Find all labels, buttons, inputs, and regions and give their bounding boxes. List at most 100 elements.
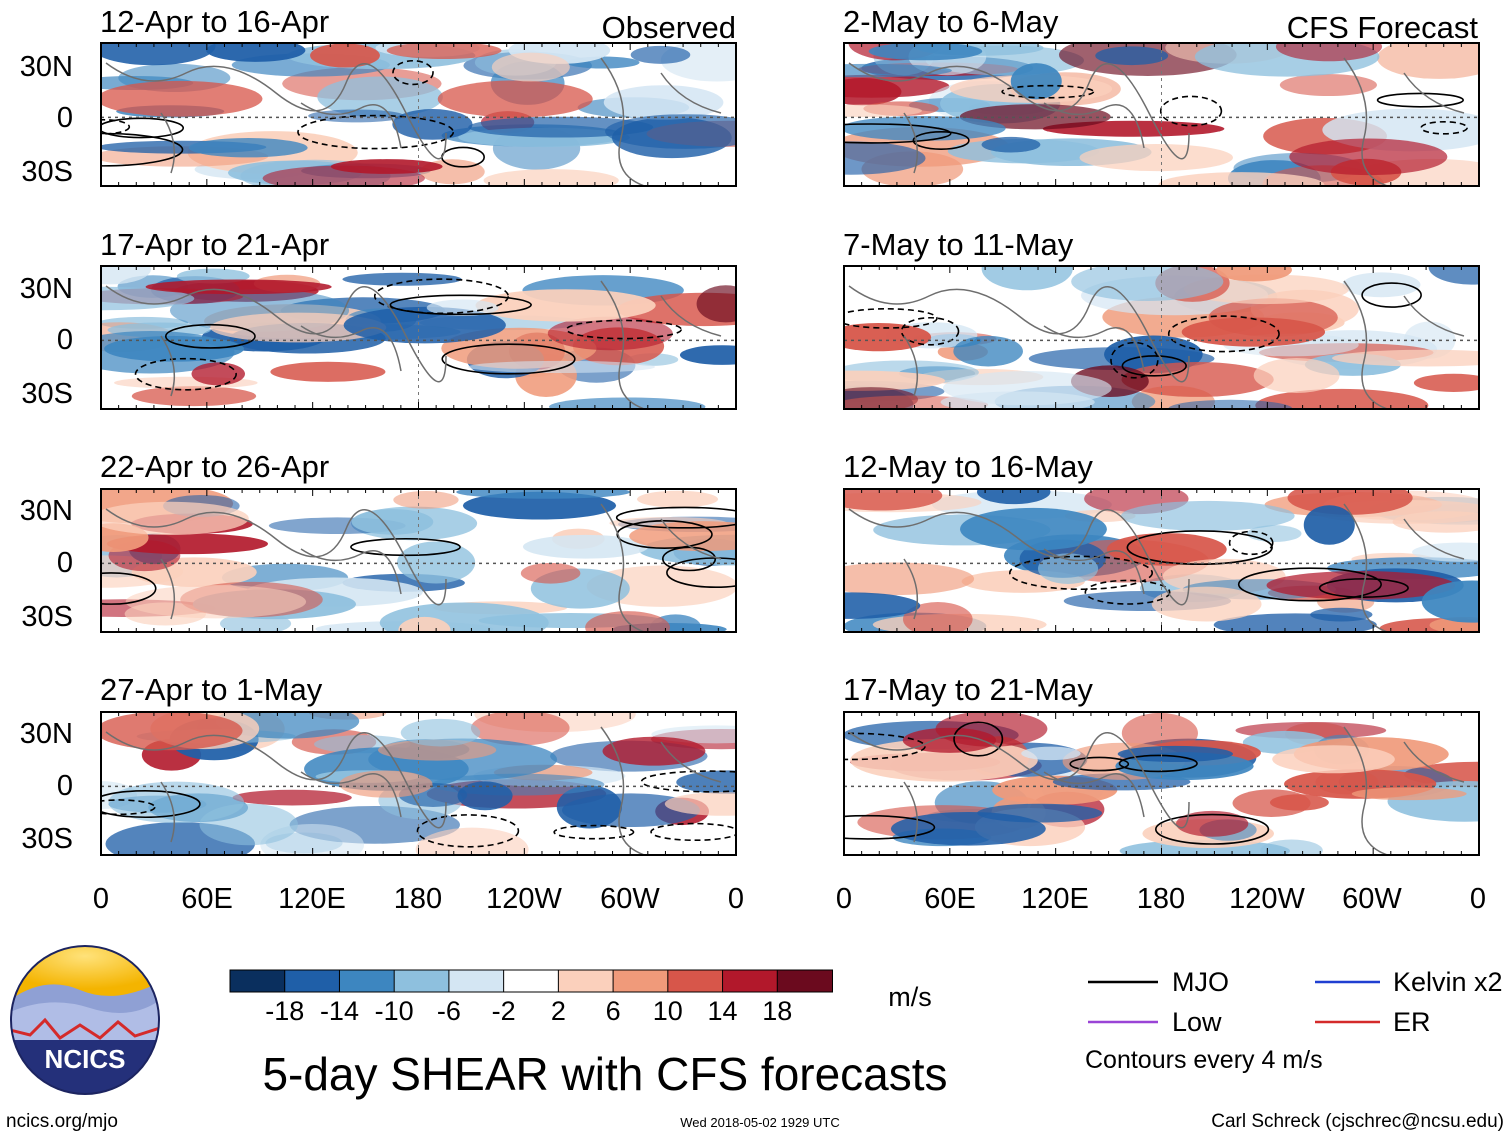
- footer-url: ncics.org/mjo: [6, 1111, 118, 1132]
- mjo-contour: [373, 278, 510, 315]
- units-label: m/s: [888, 982, 932, 1012]
- forecast-label: CFS Forecast: [1287, 10, 1479, 45]
- anomaly-patch: [664, 792, 736, 816]
- xtick-right-180: 180: [1137, 883, 1185, 915]
- coastline: [105, 280, 722, 409]
- anomaly-patch: [1095, 46, 1169, 66]
- map-panel-5: [843, 42, 1480, 187]
- anomaly-patch: [475, 289, 656, 322]
- anomaly-patch: [1021, 746, 1081, 761]
- xtick-right-60w: 60W: [1342, 883, 1402, 915]
- colorbar-swatch: [338, 969, 396, 993]
- map-panel-4: [100, 711, 737, 856]
- anomaly-patch: [1037, 553, 1099, 584]
- anomaly-patch: [603, 85, 724, 120]
- mjo-contour: [101, 118, 131, 135]
- anomaly-patch: [104, 335, 244, 362]
- footer-timestamp: Wed 2018-05-02 1929 UTC: [680, 1115, 839, 1130]
- anomaly-patch: [605, 114, 736, 149]
- anomaly-patch: [377, 739, 497, 761]
- anomaly-patch: [942, 371, 1112, 406]
- coastline: [848, 726, 1465, 855]
- mjo-contour: [844, 123, 952, 144]
- mjo-contour: [1420, 120, 1468, 135]
- anomaly-patch: [547, 316, 673, 351]
- mjo-contour: [1121, 355, 1187, 377]
- anomaly-patch: [1275, 43, 1383, 62]
- anomaly-patch: [1216, 266, 1292, 282]
- anomaly-patch: [491, 52, 570, 82]
- anomaly-patch: [522, 534, 649, 559]
- panel-title-obs-1: 12-Apr to 16-Apr: [100, 4, 329, 39]
- x-axis-left: 0 60E 120E 180 120W 60W 0: [93, 883, 744, 915]
- anomaly-patch: [844, 562, 975, 596]
- anomaly-patch: [191, 362, 245, 386]
- mjo-contour: [844, 308, 938, 329]
- mjo-contour: [912, 130, 970, 150]
- mjo-contour: [101, 789, 201, 819]
- ytick-p2-30n: 30N: [20, 273, 73, 305]
- mjo-contour: [1001, 84, 1095, 99]
- mjo-contour: [1376, 92, 1464, 108]
- panel-title-fc-4: 17-May to 21-May: [843, 672, 1093, 707]
- mjo-contour: [1361, 282, 1422, 308]
- anomaly-patch: [343, 306, 506, 344]
- mjo-contour: [616, 520, 713, 549]
- mjo-contour: [565, 319, 683, 340]
- map-panel-2: [100, 265, 737, 410]
- wave-legend: MJO Kelvin x2 Low ER Contours every 4 m/…: [1085, 967, 1503, 1074]
- anomaly-patch: [1106, 533, 1227, 566]
- colorbar-swatch: [612, 969, 669, 993]
- anomaly-patch: [1255, 388, 1429, 409]
- anomaly-patch: [1181, 317, 1326, 347]
- mjo-contour: [1228, 530, 1274, 556]
- anomaly-patch: [101, 80, 263, 117]
- anomaly-patch: [520, 562, 581, 584]
- anomaly-patch: [1351, 787, 1467, 801]
- mjo-contour: [164, 323, 256, 349]
- mjo-contour: [101, 132, 184, 167]
- anomaly-patch: [1175, 810, 1249, 837]
- anomaly-patch: [1428, 266, 1479, 285]
- anomaly-patch: [426, 299, 499, 316]
- anomaly-patch: [101, 43, 216, 66]
- colorbar-tick-label: -14: [320, 996, 359, 1026]
- anomaly-patch: [310, 43, 380, 68]
- coastline: [848, 503, 1465, 632]
- y-axis: 30N 0 30S 30N 0 30S 30N 0 30S 30N 0 30S: [20, 51, 73, 855]
- colorbar-tick-label: 18: [762, 996, 792, 1026]
- mjo-contour: [1069, 756, 1130, 772]
- colorbar-tick-label: -18: [265, 996, 304, 1026]
- xtick-right-360: 0: [1470, 883, 1486, 915]
- anomaly-patch: [902, 727, 997, 753]
- ytick-p4-0: 0: [57, 770, 73, 802]
- anomaly-patch: [145, 279, 332, 295]
- observed-label: Observed: [602, 10, 736, 45]
- anomaly-patch: [330, 159, 443, 174]
- anomaly-patch: [351, 509, 434, 535]
- mjo-contour: [662, 546, 717, 572]
- coastline: [105, 503, 722, 632]
- anomaly-patch: [1377, 43, 1479, 79]
- anomaly-patch: [397, 541, 476, 584]
- panel-title-obs-2: 17-Apr to 21-Apr: [100, 227, 329, 262]
- anomaly-patch: [386, 43, 502, 60]
- colorbar-tick-label: -10: [375, 996, 414, 1026]
- anomaly-patch: [844, 489, 943, 511]
- xtick-right-120e: 120E: [1021, 883, 1089, 915]
- anomaly-patch: [1266, 571, 1456, 600]
- anomaly-patch: [415, 827, 529, 855]
- ytick-p3-30n: 30N: [20, 495, 73, 527]
- anomaly-patch: [890, 811, 1046, 846]
- anomaly-patch: [637, 490, 719, 508]
- anomaly-patch: [1121, 361, 1274, 397]
- xtick-left-120w: 120W: [486, 883, 562, 915]
- anomaly-patch: [1279, 73, 1377, 97]
- xtick-right-0: 0: [836, 883, 852, 915]
- colorbar-swatch: [284, 969, 341, 993]
- ytick-p4-30n: 30N: [20, 718, 73, 750]
- mjo-contour: [350, 537, 461, 557]
- anomaly-patch: [676, 770, 736, 794]
- anomaly-patch: [1392, 511, 1479, 533]
